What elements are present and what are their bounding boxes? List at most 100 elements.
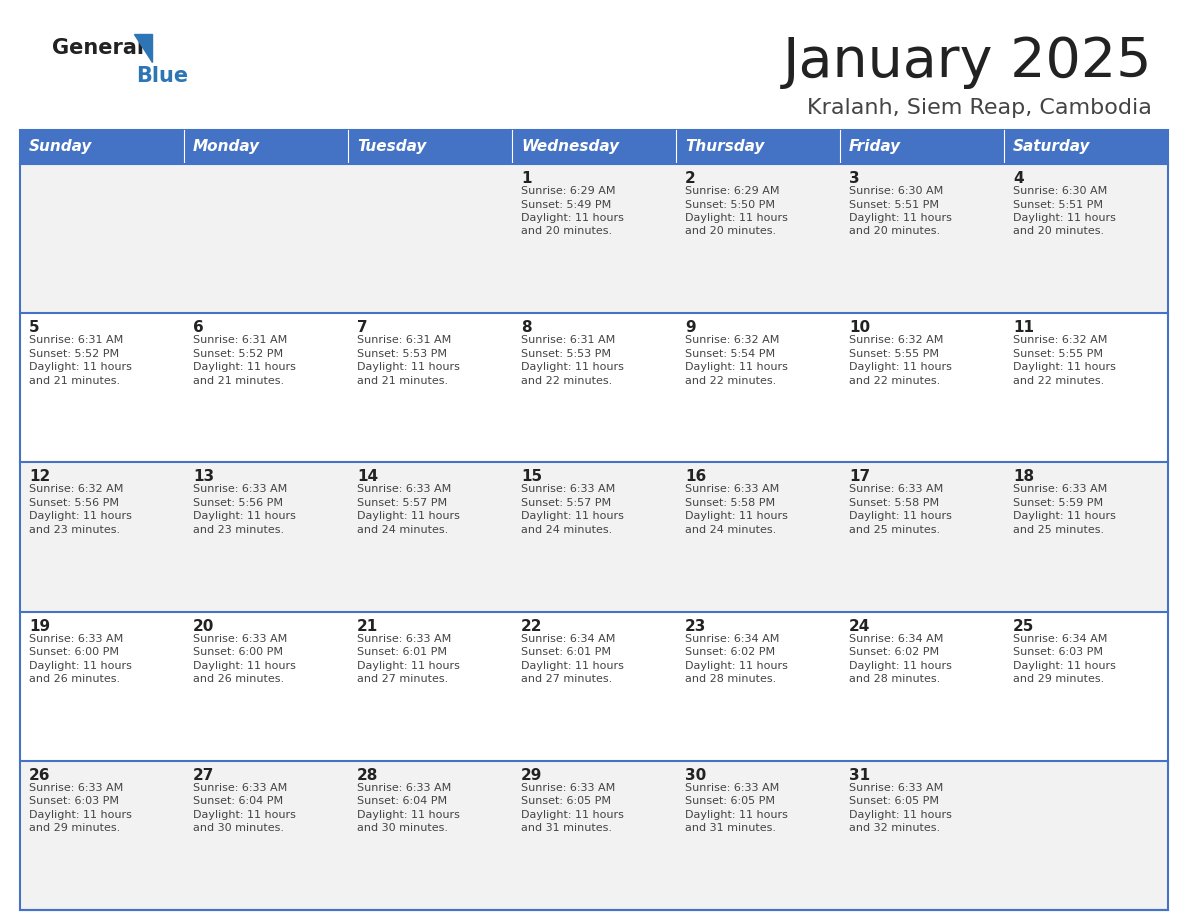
Text: Daylight: 11 hours: Daylight: 11 hours <box>29 511 132 521</box>
Text: 22: 22 <box>522 619 543 633</box>
Text: 7: 7 <box>358 320 367 335</box>
Text: Sunrise: 6:30 AM: Sunrise: 6:30 AM <box>849 186 943 196</box>
Text: Daylight: 11 hours: Daylight: 11 hours <box>192 511 296 521</box>
Text: Daylight: 11 hours: Daylight: 11 hours <box>685 661 788 671</box>
Text: and 22 minutes.: and 22 minutes. <box>522 375 612 386</box>
Text: Daylight: 11 hours: Daylight: 11 hours <box>358 810 460 820</box>
Text: Sunset: 5:58 PM: Sunset: 5:58 PM <box>685 498 775 508</box>
Text: Sunset: 5:53 PM: Sunset: 5:53 PM <box>358 349 447 359</box>
Text: and 30 minutes.: and 30 minutes. <box>358 823 448 834</box>
Text: Sunrise: 6:34 AM: Sunrise: 6:34 AM <box>685 633 779 644</box>
Text: Sunrise: 6:33 AM: Sunrise: 6:33 AM <box>29 633 124 644</box>
Text: Sunrise: 6:34 AM: Sunrise: 6:34 AM <box>849 633 943 644</box>
Text: 14: 14 <box>358 469 378 485</box>
Text: 16: 16 <box>685 469 706 485</box>
Bar <box>184 130 348 164</box>
Text: Sunrise: 6:31 AM: Sunrise: 6:31 AM <box>192 335 287 345</box>
Text: Sunrise: 6:32 AM: Sunrise: 6:32 AM <box>29 485 124 495</box>
Text: and 24 minutes.: and 24 minutes. <box>358 525 448 535</box>
Text: and 20 minutes.: and 20 minutes. <box>522 227 612 237</box>
Text: Sunrise: 6:33 AM: Sunrise: 6:33 AM <box>358 633 451 644</box>
Text: 28: 28 <box>358 767 378 783</box>
Text: 19: 19 <box>29 619 50 633</box>
Text: Sunset: 5:55 PM: Sunset: 5:55 PM <box>1013 349 1102 359</box>
Text: 9: 9 <box>685 320 696 335</box>
Bar <box>20 164 1168 313</box>
Text: Sunset: 5:57 PM: Sunset: 5:57 PM <box>522 498 611 508</box>
Text: Sunset: 6:05 PM: Sunset: 6:05 PM <box>849 796 939 806</box>
Text: Sunset: 5:54 PM: Sunset: 5:54 PM <box>685 349 775 359</box>
Text: Daylight: 11 hours: Daylight: 11 hours <box>1013 661 1116 671</box>
Text: 27: 27 <box>192 767 214 783</box>
Text: Sunset: 6:05 PM: Sunset: 6:05 PM <box>522 796 611 806</box>
Text: Daylight: 11 hours: Daylight: 11 hours <box>849 213 952 223</box>
Text: 12: 12 <box>29 469 50 485</box>
Polygon shape <box>134 34 152 62</box>
Bar <box>20 761 1168 910</box>
Text: Daylight: 11 hours: Daylight: 11 hours <box>358 511 460 521</box>
Text: Blue: Blue <box>135 66 188 86</box>
Text: Daylight: 11 hours: Daylight: 11 hours <box>685 213 788 223</box>
Bar <box>348 130 512 164</box>
Text: 26: 26 <box>29 767 51 783</box>
Text: Daylight: 11 hours: Daylight: 11 hours <box>29 810 132 820</box>
Text: 3: 3 <box>849 171 860 186</box>
Text: Sunset: 5:51 PM: Sunset: 5:51 PM <box>849 199 939 209</box>
Text: 4: 4 <box>1013 171 1024 186</box>
Text: Sunrise: 6:33 AM: Sunrise: 6:33 AM <box>849 485 943 495</box>
Text: Daylight: 11 hours: Daylight: 11 hours <box>849 810 952 820</box>
Bar <box>1004 130 1168 164</box>
Text: Sunset: 6:00 PM: Sunset: 6:00 PM <box>29 647 119 657</box>
Text: Daylight: 11 hours: Daylight: 11 hours <box>1013 511 1116 521</box>
Text: Sunset: 5:58 PM: Sunset: 5:58 PM <box>849 498 940 508</box>
Text: Daylight: 11 hours: Daylight: 11 hours <box>685 363 788 372</box>
Text: Daylight: 11 hours: Daylight: 11 hours <box>1013 363 1116 372</box>
Text: Daylight: 11 hours: Daylight: 11 hours <box>522 661 624 671</box>
Text: and 29 minutes.: and 29 minutes. <box>1013 674 1105 684</box>
Text: Sunset: 5:53 PM: Sunset: 5:53 PM <box>522 349 611 359</box>
Text: Daylight: 11 hours: Daylight: 11 hours <box>522 511 624 521</box>
Text: Sunset: 6:01 PM: Sunset: 6:01 PM <box>522 647 611 657</box>
Text: 17: 17 <box>849 469 870 485</box>
Text: Wednesday: Wednesday <box>522 140 619 154</box>
Text: and 20 minutes.: and 20 minutes. <box>849 227 940 237</box>
Text: 2: 2 <box>685 171 696 186</box>
Text: January 2025: January 2025 <box>783 35 1152 89</box>
Text: 31: 31 <box>849 767 870 783</box>
Text: Daylight: 11 hours: Daylight: 11 hours <box>1013 213 1116 223</box>
Text: Sunset: 5:56 PM: Sunset: 5:56 PM <box>29 498 119 508</box>
Text: Sunrise: 6:33 AM: Sunrise: 6:33 AM <box>192 485 287 495</box>
Text: Tuesday: Tuesday <box>358 140 426 154</box>
Text: and 21 minutes.: and 21 minutes. <box>192 375 284 386</box>
Text: Sunrise: 6:33 AM: Sunrise: 6:33 AM <box>1013 485 1107 495</box>
Text: Sunset: 5:51 PM: Sunset: 5:51 PM <box>1013 199 1102 209</box>
Text: and 22 minutes.: and 22 minutes. <box>1013 375 1105 386</box>
Bar <box>20 313 1168 463</box>
Text: 5: 5 <box>29 320 39 335</box>
Text: and 21 minutes.: and 21 minutes. <box>29 375 120 386</box>
Text: and 23 minutes.: and 23 minutes. <box>192 525 284 535</box>
Text: Daylight: 11 hours: Daylight: 11 hours <box>685 810 788 820</box>
Text: and 20 minutes.: and 20 minutes. <box>685 227 776 237</box>
Text: Sunrise: 6:32 AM: Sunrise: 6:32 AM <box>1013 335 1107 345</box>
Text: 15: 15 <box>522 469 542 485</box>
Text: Sunrise: 6:33 AM: Sunrise: 6:33 AM <box>685 485 779 495</box>
Text: Daylight: 11 hours: Daylight: 11 hours <box>522 810 624 820</box>
Bar <box>20 130 184 164</box>
Text: Sunset: 6:04 PM: Sunset: 6:04 PM <box>358 796 447 806</box>
Text: Sunrise: 6:29 AM: Sunrise: 6:29 AM <box>522 186 615 196</box>
Text: and 24 minutes.: and 24 minutes. <box>685 525 776 535</box>
Text: Sunrise: 6:34 AM: Sunrise: 6:34 AM <box>1013 633 1107 644</box>
Text: Sunset: 5:59 PM: Sunset: 5:59 PM <box>1013 498 1104 508</box>
Text: and 21 minutes.: and 21 minutes. <box>358 375 448 386</box>
Text: and 31 minutes.: and 31 minutes. <box>685 823 776 834</box>
Text: Sunset: 5:50 PM: Sunset: 5:50 PM <box>685 199 775 209</box>
Text: and 27 minutes.: and 27 minutes. <box>358 674 448 684</box>
Text: and 22 minutes.: and 22 minutes. <box>849 375 940 386</box>
Text: Saturday: Saturday <box>1013 140 1091 154</box>
Text: and 23 minutes.: and 23 minutes. <box>29 525 120 535</box>
Bar <box>20 130 1168 910</box>
Text: Daylight: 11 hours: Daylight: 11 hours <box>849 363 952 372</box>
Text: Thursday: Thursday <box>685 140 764 154</box>
Text: Kralanh, Siem Reap, Cambodia: Kralanh, Siem Reap, Cambodia <box>807 98 1152 118</box>
